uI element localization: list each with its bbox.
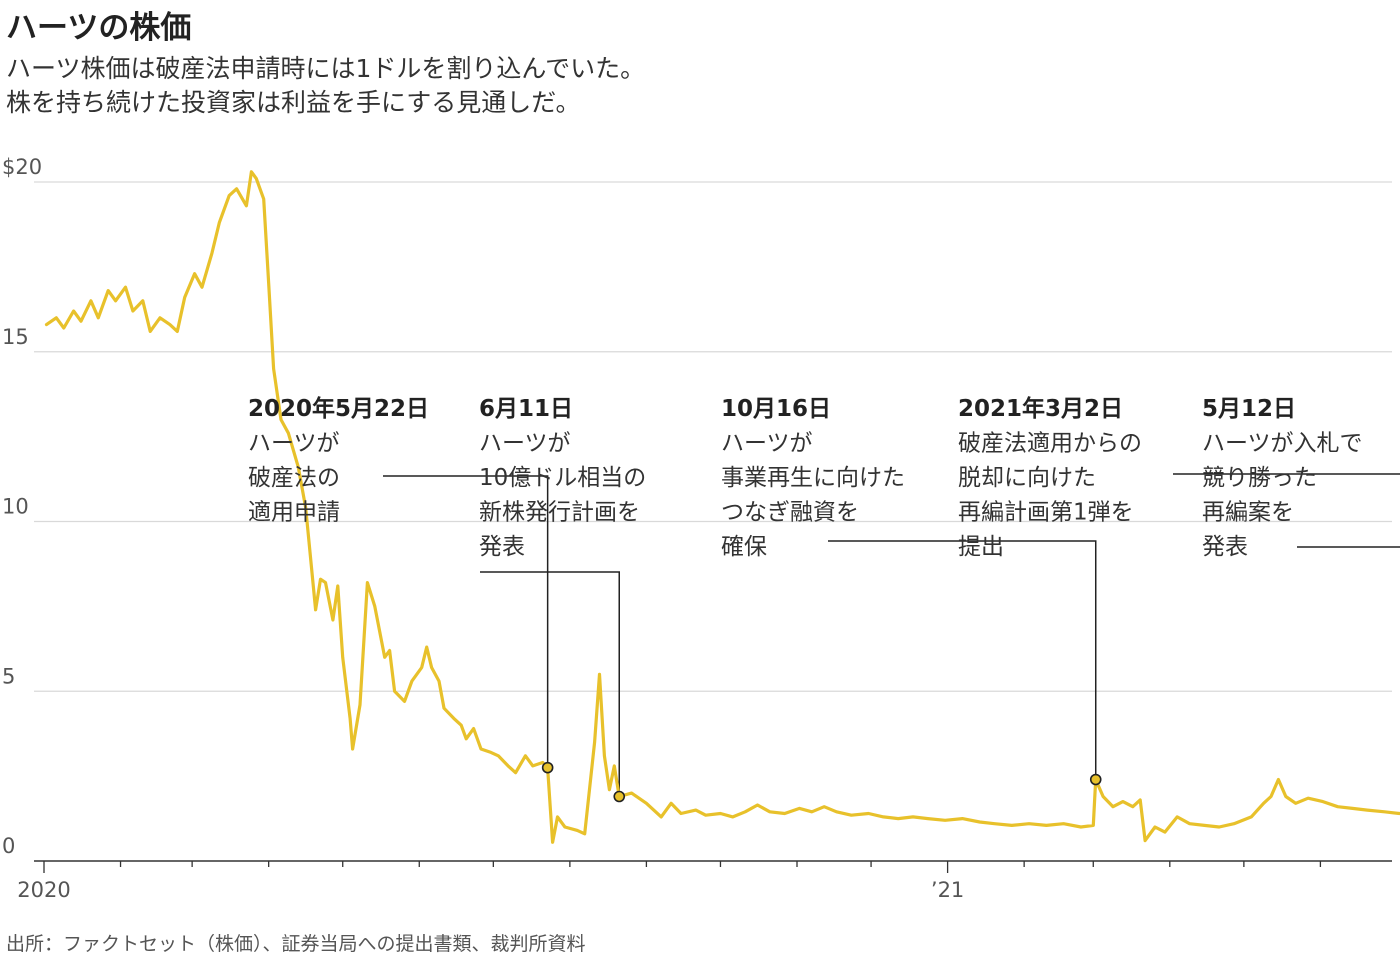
annotation-text-line: 再編案を <box>1202 500 1294 526</box>
annotation-leader-line <box>1173 473 1400 475</box>
y-tick-label: 10 <box>2 495 29 519</box>
annotation-leaders <box>383 473 1400 797</box>
annotation-text-line: 提出 <box>958 534 1004 560</box>
annotation-text-line: 脱却に向けた <box>958 465 1096 491</box>
annotation-text-line: 発表 <box>479 534 525 560</box>
annotation-marker <box>613 790 626 803</box>
price-line <box>44 170 1400 844</box>
y-tick-label: $20 <box>2 155 42 179</box>
annotation-text-line: ハーツが <box>248 431 340 457</box>
annotation-leader-line <box>383 475 549 768</box>
subtitle-line-2: 株を持ち続けた投資家は利益を手にする見通しだ。 <box>6 88 581 117</box>
annotation-text-line: 破産法適用からの <box>958 431 1142 457</box>
annotation-text-line: 適用申請 <box>248 500 340 526</box>
annotation-text-line: 破産法の <box>248 465 340 491</box>
chart-subtitle: ハーツ株価は破産法申請時には1ドルを割り込んでいた。 株を持ち続けた投資家は利益… <box>6 52 645 120</box>
annotation-text-line: 新株発行計画を <box>479 500 640 526</box>
price-line-series <box>44 170 1400 844</box>
y-tick-label: 15 <box>2 325 29 349</box>
y-tick-label: 5 <box>2 664 15 688</box>
grid-lines <box>34 181 1392 692</box>
annotation-leader-line <box>480 571 620 797</box>
annotation-leader-line <box>828 540 1097 780</box>
x-tick-label: 2020 <box>17 878 70 902</box>
annotation-text-line: 再編計画第1弾を <box>958 500 1134 526</box>
source-note: 出所：ファクトセット（株価）、証券当局への提出書類、裁判所資料 <box>6 933 586 955</box>
annotation-date: 5月12日 <box>1202 396 1296 422</box>
annotation-marker <box>1089 773 1102 786</box>
annotation-text-line: ハーツが入札で <box>1202 431 1363 457</box>
annotation-date: 2020年5月22日 <box>248 395 429 422</box>
annotation-text-line: ハーツが <box>721 431 813 457</box>
annotation-marker <box>541 761 554 774</box>
annotation-text-line: ハーツが <box>479 431 571 457</box>
x-tick-label: ’21 <box>931 878 964 902</box>
annotation-labels: 2020年5月22日ハーツが破産法の適用申請6月11日ハーツが10億ドル相当の新… <box>248 395 1363 560</box>
annotation-text-line: 確保 <box>721 534 767 560</box>
annotation-date: 6月11日 <box>479 396 573 422</box>
annotation-text-line: 事業再生に向けた <box>721 465 905 491</box>
annotation-markers <box>541 761 1102 803</box>
chart-title: ハーツの株価 <box>6 10 192 46</box>
annotation-date: 10月16日 <box>721 396 831 422</box>
annotation-leader-line <box>1297 546 1400 548</box>
subtitle-line-1: ハーツ株価は破産法申請時には1ドルを割り込んでいた。 <box>6 54 646 83</box>
y-tick-label: 0 <box>2 834 15 858</box>
annotation-text-line: つなぎ融資を <box>721 500 859 526</box>
annotation-text-line: 競り勝った <box>1202 465 1317 491</box>
annotation-text-line: 10億ドル相当の <box>479 465 646 491</box>
annotation-text-line: 発表 <box>1202 534 1248 560</box>
annotation-date: 2021年3月2日 <box>958 395 1123 422</box>
